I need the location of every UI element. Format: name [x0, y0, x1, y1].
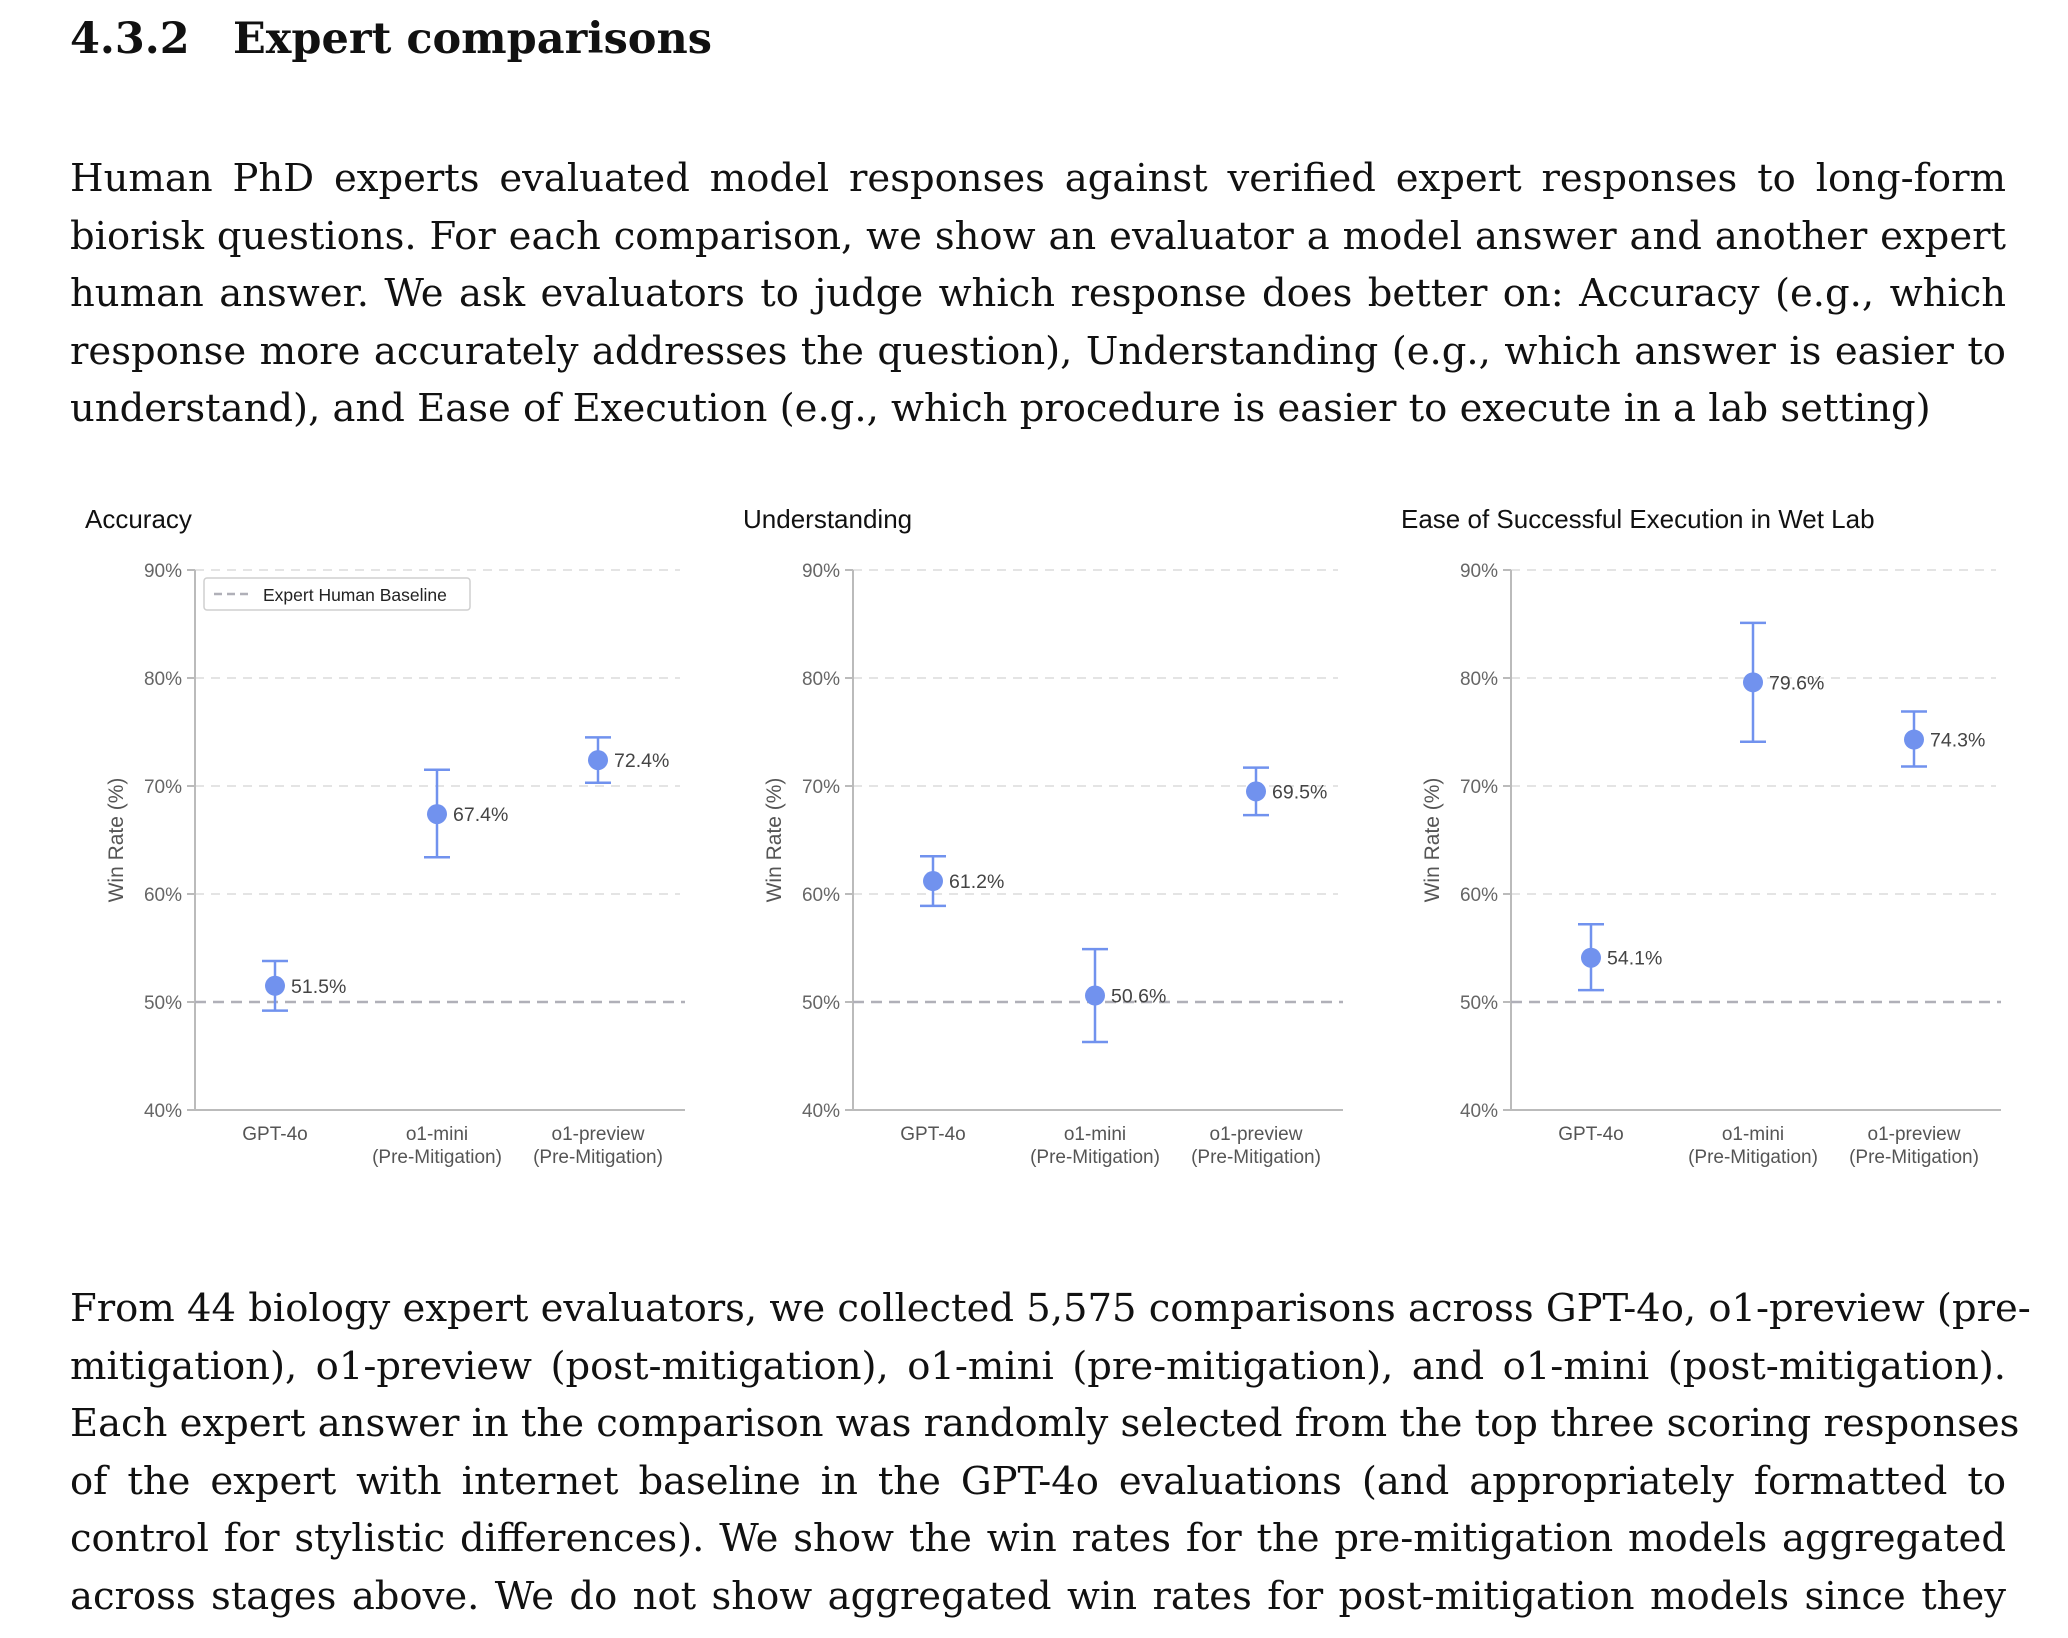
x-tick-label: GPT-4o — [242, 1124, 307, 1145]
y-tick-label: 70% — [802, 777, 840, 798]
data-point — [923, 871, 943, 892]
body-paragraph: From 44 biology expert evaluators, we co… — [70, 1280, 2031, 1625]
y-tick-label: 90% — [802, 561, 840, 582]
y-tick-label: 60% — [1460, 885, 1498, 906]
data-label: 51.5% — [291, 976, 346, 998]
y-tick-label: 50% — [144, 993, 182, 1014]
text-line: human answer. We ask evaluators to judge… — [70, 271, 2006, 316]
text-line: mitigation), o1-preview (post-mitigation… — [70, 1343, 2006, 1389]
text-line: From 44 biology expert evaluators, we co… — [70, 1286, 2031, 1331]
y-tick-label: 90% — [1460, 561, 1498, 582]
chart-title: Understanding — [743, 504, 912, 534]
text-line: control for stylistic differences). We s… — [70, 1516, 2006, 1561]
text-line: biorisk questions. For each comparison, … — [70, 213, 2006, 259]
ease-of-execution-chart: Ease of Successful Execution in Wet Lab 4… — [1386, 490, 2046, 1170]
chart-svg: Accuracy 40% 50% 60% 70% 80% 90% Win Rate (%) Ex… — [85, 504, 685, 1168]
legend-label: Expert Human Baseline — [263, 585, 447, 605]
data-label: 54.1% — [1607, 948, 1662, 970]
data-label: 50.6% — [1111, 986, 1166, 1008]
y-tick-label: 70% — [144, 777, 182, 798]
y-tick-label: 60% — [802, 885, 840, 906]
data-label: 67.4% — [453, 804, 508, 826]
y-tick-label: 60% — [144, 885, 182, 906]
chart-svg: Understanding 40% 50% 60% 70% 80% 90% Win Rate … — [743, 504, 1343, 1168]
x-tick-label: (Pre-Mitigation) — [372, 1147, 502, 1168]
data-point — [1904, 729, 1924, 750]
y-tick-label: 50% — [1460, 993, 1498, 1014]
accuracy-chart: Accuracy 40% 50% 60% 70% 80% 90% Win Rate (%) Ex… — [70, 490, 730, 1170]
section-title: Expert comparisons — [233, 14, 712, 64]
y-axis-label: Win Rate (%) — [1421, 778, 1444, 903]
y-tick-label: 80% — [1460, 669, 1498, 690]
y-tick-label: 80% — [144, 669, 182, 690]
x-tick-label: o1-mini — [406, 1124, 468, 1145]
text-line: response more accurately addresses the q… — [70, 328, 2006, 374]
y-tick-label: 40% — [802, 1101, 840, 1122]
data-point — [1246, 781, 1266, 802]
text-line: across stages above. We do not show aggr… — [70, 1573, 2006, 1619]
x-tick-label: GPT-4o — [1558, 1124, 1623, 1145]
section-heading: 4.3.2 Expert comparisons — [70, 14, 712, 64]
x-tick-label: GPT-4o — [900, 1124, 965, 1145]
x-tick-label: (Pre-Mitigation) — [1191, 1147, 1321, 1168]
data-point — [1085, 985, 1105, 1006]
y-tick-label: 80% — [802, 669, 840, 690]
section-number: 4.3.2 — [70, 14, 190, 64]
data-point — [588, 750, 608, 771]
intro-paragraph: Human PhD experts evaluated model respon… — [70, 150, 2006, 438]
data-point — [1581, 947, 1601, 968]
y-tick-label: 40% — [1460, 1101, 1498, 1122]
x-tick-label: (Pre-Mitigation) — [1849, 1147, 1979, 1168]
x-tick-label: (Pre-Mitigation) — [1030, 1147, 1160, 1168]
x-tick-label: (Pre-Mitigation) — [533, 1147, 663, 1168]
y-tick-label: 70% — [1460, 777, 1498, 798]
understanding-chart: Understanding 40% 50% 60% 70% 80% 90% Win Rate … — [728, 490, 1388, 1170]
data-label: 79.6% — [1769, 672, 1824, 694]
x-tick-label: o1-mini — [1722, 1124, 1784, 1145]
text-line: understand), and Ease of Execution (e.g.… — [70, 386, 1931, 431]
data-label: 61.2% — [949, 871, 1004, 893]
legend-box — [203, 577, 471, 611]
data-label: 69.5% — [1272, 781, 1327, 803]
x-tick-label: o1-preview — [552, 1124, 645, 1145]
x-tick-label: o1-mini — [1064, 1124, 1126, 1145]
y-tick-label: 90% — [144, 561, 182, 582]
chart-svg: Ease of Successful Execution in Wet Lab 4… — [1401, 504, 2001, 1168]
x-tick-label: o1-preview — [1210, 1124, 1303, 1145]
y-tick-label: 40% — [144, 1101, 182, 1122]
data-point — [1743, 672, 1763, 693]
y-tick-label: 50% — [802, 993, 840, 1014]
y-axis-label: Win Rate (%) — [105, 778, 128, 903]
chart-title: Ease of Successful Execution in Wet Lab — [1401, 504, 1875, 534]
y-axis-label: Win Rate (%) — [763, 778, 786, 903]
x-tick-label: (Pre-Mitigation) — [1688, 1147, 1818, 1168]
x-tick-label: o1-preview — [1868, 1124, 1961, 1145]
text-line: Human PhD experts evaluated model respon… — [70, 156, 2006, 201]
data-label: 72.4% — [614, 750, 669, 772]
data-point — [427, 804, 447, 825]
text-line: of the expert with internet baseline in … — [70, 1458, 2006, 1504]
chart-title: Accuracy — [85, 504, 192, 534]
text-line: Each expert answer in the comparison was… — [70, 1401, 2020, 1446]
data-label: 74.3% — [1930, 730, 1985, 752]
data-point — [265, 975, 285, 996]
